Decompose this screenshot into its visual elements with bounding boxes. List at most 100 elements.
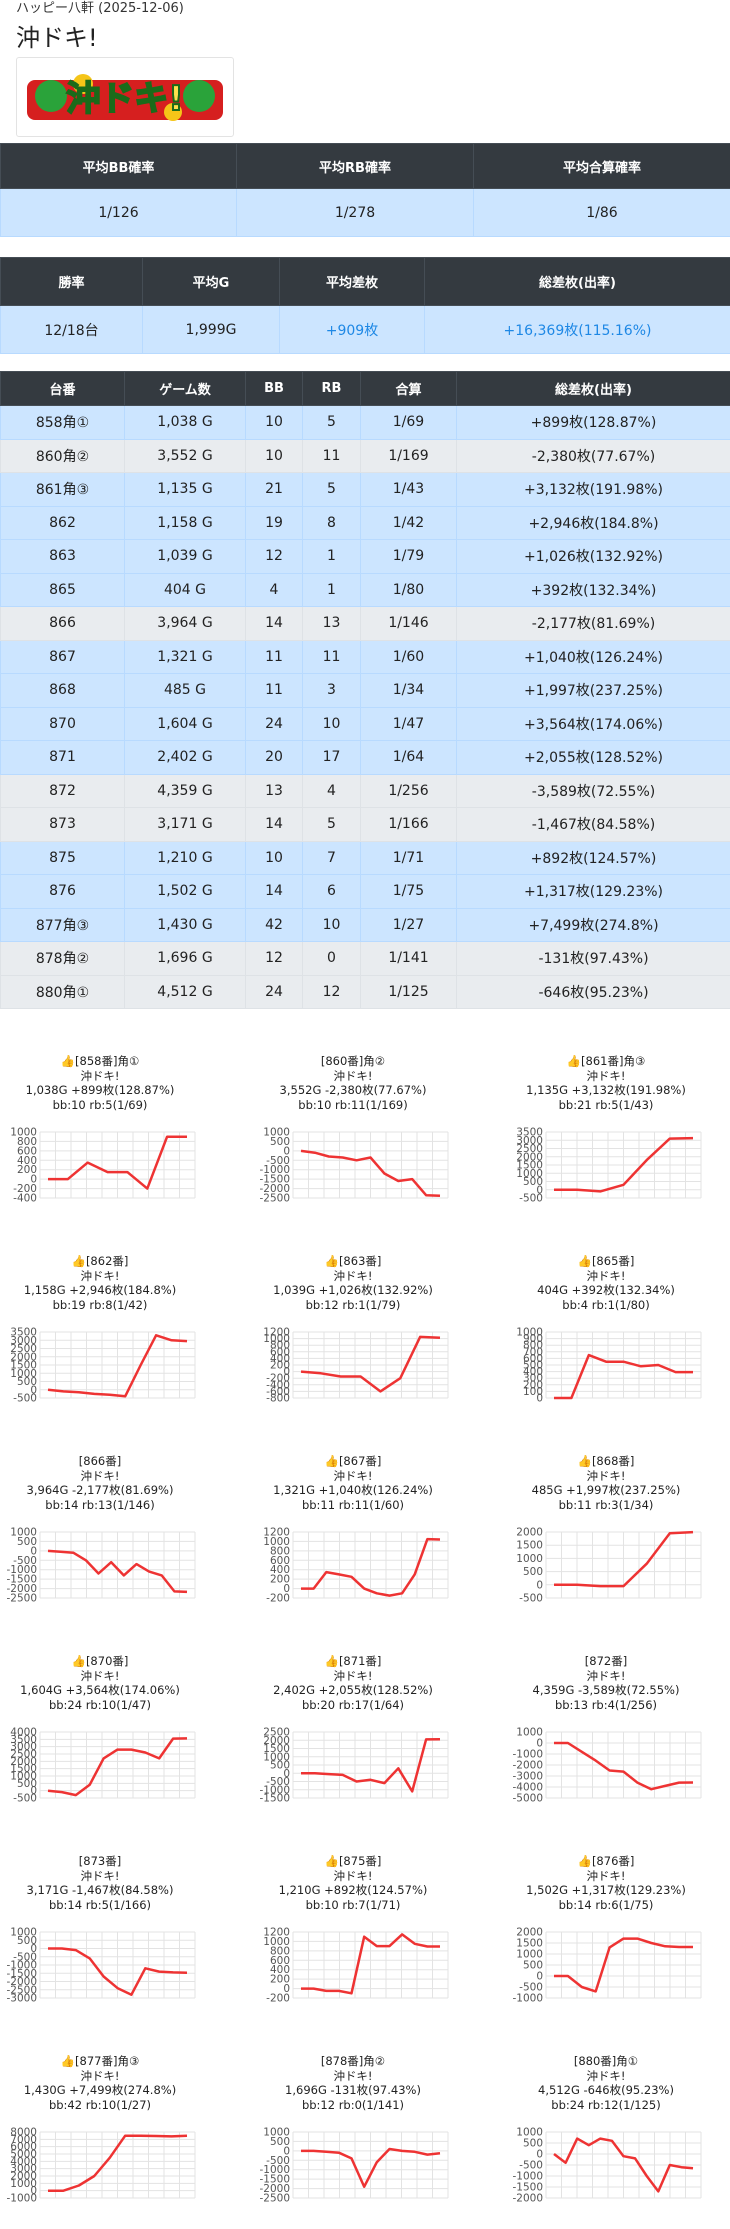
chart-y-tick-label: -3000: [6, 1993, 37, 2003]
value-avg-games: 1,999G: [142, 305, 280, 354]
chart-caption-line: 沖ドキ!: [586, 1868, 626, 1883]
chart-y-tick-label: 1000: [516, 1168, 543, 1180]
chart-title: 👍[867番]: [324, 1454, 382, 1468]
col-machine-no: 台番: [0, 371, 125, 406]
cell-combined: 1/125: [360, 974, 457, 1009]
chart-caption-line: bb:4 rb:1(1/80): [562, 1297, 650, 1312]
table-row: 873 3,171 G 14 5 1/166 -1,467枚(84.58%): [0, 807, 730, 842]
chart-y-tick-label: 0: [30, 1384, 37, 1396]
table-row: 871 2,402 G 20 17 1/64 +2,055枚(128.52%): [0, 740, 730, 775]
chart-y-tick-label: 1200: [263, 1527, 290, 1539]
cell-games: 3,552 G: [124, 438, 246, 473]
chart-title: 👍[861番]角③: [566, 1054, 646, 1068]
cell-total-diff: +1,317枚(129.23%): [456, 874, 730, 909]
chart-y-tick-label: 1000: [263, 1333, 290, 1345]
chart-y-tick-label: -2000: [512, 1760, 543, 1772]
chart-series-line: [554, 1741, 694, 1791]
chart-y-tick-label: 1000: [263, 1751, 290, 1763]
chart-series-line: [47, 1737, 188, 1797]
chart-y-tick-label: 500: [523, 1360, 543, 1372]
chart-card: 👍[861番]角③ 沖ドキ! 1,135G +3,132枚(191.98%) bb:2…: [506, 1026, 706, 1226]
table-row: 867 1,321 G 11 11 1/60 +1,040枚(126.24%): [0, 639, 730, 674]
chart-card: [878番]角② 沖ドキ! 1,696G -131枚(97.43%) bb:12 rb…: [253, 2026, 453, 2226]
value-win-rate: 12/18台: [0, 305, 143, 354]
chart-caption-line: 沖ドキ!: [586, 1068, 626, 1083]
machine-table: 台番 ゲーム数 BB RB 合算 総差枚(出率) 858角① 1,038 G 10 5…: [0, 371, 730, 1009]
chart-caption-line: 沖ドキ!: [80, 1668, 120, 1683]
cell-total-diff: +1,026枚(132.92%): [456, 539, 730, 574]
chart-y-tick-label: 6000: [10, 2141, 37, 2153]
chart-y-tick-label: 800: [523, 1340, 543, 1352]
chart-y-tick-label: 2500: [10, 1749, 37, 1761]
chart-caption-line: bb:24 rb:12(1/125): [551, 2097, 661, 2112]
chart-caption-line: 4,359G -3,589枚(72.55%): [532, 1683, 680, 1697]
cell-games: 4,512 G: [124, 974, 246, 1009]
cell-total-diff: +892枚(124.57%): [456, 840, 730, 875]
cell-bb: 12: [245, 941, 303, 976]
cell-rb: 11: [302, 639, 361, 674]
chart-title: 👍[858番]角①: [60, 1054, 140, 1068]
cell-bb: 12: [245, 539, 303, 574]
chart-y-tick-label: 3500: [516, 1127, 543, 1139]
chart-y-tick-label: -1500: [259, 2174, 290, 2186]
chart-caption-line: bb:20 rb:17(1/64): [301, 1697, 405, 1712]
chart-y-tick-label: -500: [519, 1593, 543, 1603]
chart-series-line: [301, 1738, 441, 1793]
chart-series-line: [48, 1947, 188, 1996]
chart-y-tick-label: -1000: [259, 1784, 290, 1796]
chart-caption-line: bb:10 rb:11(1/169): [298, 1097, 408, 1112]
chart-card: [866番] 沖ドキ! 3,964G -2,177枚(81.69%) bb:14 rb…: [0, 1426, 200, 1626]
chart-card: 👍[867番] 沖ドキ! 1,321G +1,040枚(126.24%) bb:11 …: [253, 1426, 453, 1626]
machine-logo: 沖ドキ! OKI★DOKI: [16, 57, 234, 137]
chart-y-tick-label: 2000: [10, 1756, 37, 1768]
cell-bb: 13: [245, 773, 303, 808]
chart-y-tick-label: 0: [536, 1393, 543, 1403]
chart-caption-line: 沖ドキ!: [333, 1668, 373, 1683]
chart-y-tick-label: -1000: [512, 1749, 543, 1761]
cell-machine-no: 876: [0, 874, 125, 909]
chart-card: [873番] 沖ドキ! 3,171G -1,467枚(84.58%) bb:14 rb…: [0, 1826, 200, 2026]
chart-y-tick-label: 800: [17, 1136, 37, 1148]
chart-y-tick-label: 1000: [263, 2127, 290, 2139]
chart-y-tick-label: -500: [519, 1193, 543, 1203]
chart-y-tick-label: 800: [270, 1545, 290, 1557]
cell-bb: 11: [245, 639, 303, 674]
cell-games: 2,402 G: [124, 740, 246, 775]
chart-y-tick-label: -400: [266, 1379, 290, 1391]
chart-caption-line: 沖ドキ!: [586, 1268, 626, 1283]
chart-y-tick-label: 700: [523, 1346, 543, 1358]
chart-caption-line: 4,512G -646枚(95.23%): [538, 2083, 674, 2097]
cell-combined: 1/43: [360, 472, 457, 507]
cell-total-diff: -3,589枚(72.55%): [456, 773, 730, 808]
chart-caption-line: 2,402G +2,055枚(128.52%): [273, 1683, 433, 1697]
chart-series-line: [300, 1149, 441, 1197]
chart-y-tick-label: 0: [283, 1366, 290, 1378]
cell-combined: 1/34: [360, 673, 457, 708]
chart-caption-line: bb:10 rb:7(1/71): [305, 1897, 401, 1912]
chart-y-tick-label: -5000: [512, 1793, 543, 1803]
value-avg-combined: 1/86: [473, 188, 730, 237]
table-row: 875 1,210 G 10 7 1/71 +892枚(124.57%): [0, 840, 730, 875]
cell-bb: 20: [245, 740, 303, 775]
table-row: 870 1,604 G 24 10 1/47 +3,564枚(174.06%): [0, 706, 730, 741]
cell-total-diff: +1,997枚(237.25%): [456, 673, 730, 708]
cell-machine-no: 863: [0, 539, 125, 574]
cell-total-diff: +2,946枚(184.8%): [456, 505, 730, 540]
chart-caption-line: 沖ドキ!: [80, 1068, 120, 1083]
cell-games: 3,171 G: [124, 807, 246, 842]
cell-games: 3,964 G: [124, 606, 246, 641]
cell-rb: 5: [302, 405, 361, 440]
chart-card: 👍[871番] 沖ドキ! 2,402G +2,055枚(128.52%) bb:20 …: [253, 1626, 453, 1826]
chart-caption-line: bb:12 rb:0(1/141): [301, 2097, 405, 2112]
chart-caption-line: 1,604G +3,564枚(174.06%): [20, 1683, 180, 1697]
cell-bb: 14: [245, 606, 303, 641]
chart-y-tick-label: 1000: [10, 1127, 37, 1139]
chart-y-tick-label: 600: [270, 1346, 290, 1358]
cell-rb: 10: [302, 706, 361, 741]
